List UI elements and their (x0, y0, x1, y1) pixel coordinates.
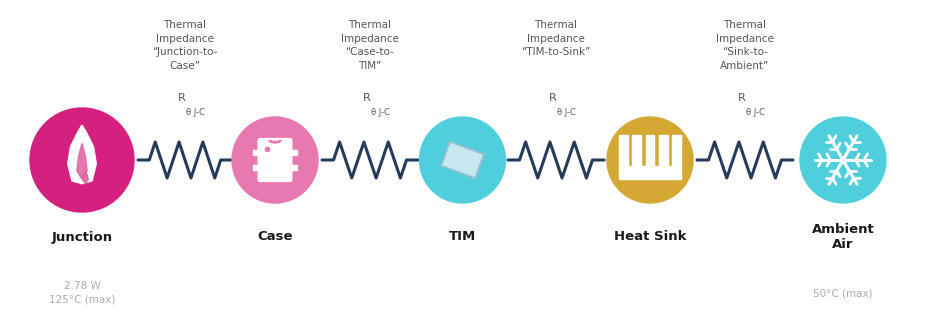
Bar (253, 150, 260, 155)
Bar (619, 166, 681, 179)
Text: Heat Sink: Heat Sink (614, 231, 686, 243)
Bar (646, 135, 654, 166)
Circle shape (30, 108, 134, 212)
Bar (290, 150, 297, 155)
Bar (633, 135, 641, 166)
FancyBboxPatch shape (257, 138, 292, 182)
Polygon shape (82, 171, 88, 184)
Bar (659, 135, 668, 166)
Text: θ J-C: θ J-C (186, 108, 204, 117)
Bar (290, 165, 297, 170)
Circle shape (607, 117, 693, 203)
Text: Thermal
Impedance
“TIM-to-Sink”: Thermal Impedance “TIM-to-Sink” (522, 20, 591, 57)
Text: R: R (178, 93, 186, 103)
Text: θ J-C: θ J-C (746, 108, 765, 117)
Polygon shape (77, 143, 87, 179)
Polygon shape (441, 142, 484, 178)
Text: R: R (549, 93, 557, 103)
Text: R: R (363, 93, 371, 103)
Text: θ J-C: θ J-C (557, 108, 576, 117)
Circle shape (232, 117, 318, 203)
Text: Ambient
Air: Ambient Air (811, 223, 874, 251)
Text: 50°C (max): 50°C (max) (813, 288, 873, 298)
Polygon shape (68, 125, 96, 184)
Circle shape (800, 117, 886, 203)
Bar (619, 135, 628, 166)
Text: Thermal
Impedance
“Junction-to-
Case”: Thermal Impedance “Junction-to- Case” (153, 20, 217, 71)
Text: θ J-C: θ J-C (371, 108, 389, 117)
Text: Case: Case (257, 231, 292, 243)
Circle shape (420, 117, 505, 203)
Text: Thermal
Impedance
“Case-to-
TIM”: Thermal Impedance “Case-to- TIM” (341, 20, 399, 71)
Text: TIM: TIM (449, 231, 476, 243)
Bar (253, 165, 260, 170)
Text: Thermal
Impedance
“Sink-to-
Ambient”: Thermal Impedance “Sink-to- Ambient” (716, 20, 774, 71)
Text: Junction: Junction (52, 231, 113, 243)
Bar (672, 135, 681, 166)
Text: 2.78 W
125°C (max): 2.78 W 125°C (max) (49, 281, 116, 305)
Text: R: R (738, 93, 746, 103)
